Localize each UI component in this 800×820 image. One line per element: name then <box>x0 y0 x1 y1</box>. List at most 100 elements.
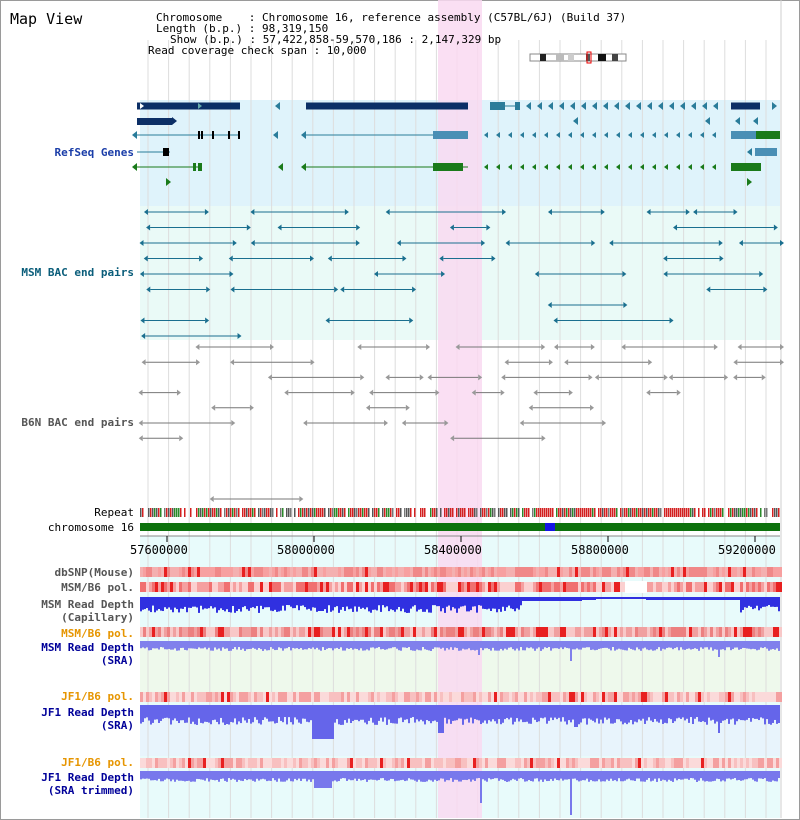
b6n-pair-end <box>360 374 365 381</box>
jf1-pol2-heat <box>173 758 176 768</box>
msm-pair-end <box>230 286 235 293</box>
msm-pol2-heat <box>551 627 554 637</box>
msm-pol2-heat <box>173 627 176 637</box>
jf1-trim-depth <box>182 771 184 781</box>
msm-sra-depth <box>256 641 258 650</box>
msm-sra-depth <box>770 641 772 650</box>
msm-pol-heat <box>206 582 209 592</box>
msm-capillary-depth <box>578 597 580 601</box>
jf1-sra-depth <box>748 705 750 718</box>
repeat-mark <box>708 508 710 517</box>
jf1-trim-depth <box>654 771 656 779</box>
track-label-b6n-bac[interactable]: B6N BAC end pairs <box>21 416 134 429</box>
dbsnp-heat <box>389 567 392 577</box>
jf1-sra-depth <box>398 705 400 719</box>
msm-sra-depth <box>506 641 508 650</box>
msm-capillary-depth <box>520 597 522 606</box>
jf1-pol-heat <box>281 692 284 702</box>
jf1-pol-heat <box>350 692 353 702</box>
msm-pol-heat <box>668 582 671 592</box>
msm-capillary-depth <box>776 597 778 607</box>
jf1-trim-depth <box>338 771 340 782</box>
jf1-sra-depth <box>334 705 336 723</box>
track-label-repeat: Repeat <box>94 506 134 519</box>
msm-pol-heat <box>266 582 269 592</box>
repeat-mark <box>176 508 178 517</box>
jf1-pol2-heat <box>524 758 527 768</box>
jf1-pol2-heat <box>257 758 260 768</box>
dbsnp-heat <box>212 567 215 577</box>
jf1-trim-depth <box>734 771 736 779</box>
jf1-sra-depth <box>552 705 554 721</box>
jf1-pol2-heat <box>554 758 557 768</box>
jf1-sra-depth <box>450 705 452 724</box>
dbsnp-heat <box>179 567 182 577</box>
jf1-pol-heat <box>707 692 710 702</box>
msm-capillary-depth <box>542 597 544 601</box>
jf1-trim-depth <box>610 771 612 779</box>
repeat-mark <box>614 508 616 517</box>
b6n-pair-end <box>737 344 742 350</box>
msm-capillary-depth <box>386 597 388 607</box>
jf1-pol-heat <box>251 692 254 702</box>
jf1-sra-depth <box>724 705 726 721</box>
dbsnp-heat <box>485 567 488 577</box>
gene-arrow <box>508 132 512 138</box>
jf1-pol-heat <box>245 692 248 702</box>
jf1-trim-depth <box>226 771 228 782</box>
jf1-sra-depth <box>458 705 460 719</box>
jf1-sra-depth <box>668 705 670 719</box>
dbsnp-heat <box>194 567 197 577</box>
ideogram-marker <box>586 51 592 64</box>
msm-pol-heat <box>659 582 662 592</box>
dbsnp-heat <box>263 567 266 577</box>
jf1-pol2-heat <box>647 758 650 768</box>
msm-sra-depth <box>736 641 738 648</box>
jf1-pol2-heat <box>449 758 452 768</box>
track-label-msm-bac[interactable]: MSM BAC end pairs <box>21 266 134 279</box>
jf1-pol2-heat <box>212 758 215 768</box>
b6n-pair-end <box>663 374 668 381</box>
track-label-refseq[interactable]: RefSeq Genes <box>54 146 134 159</box>
msm-sra-depth <box>348 641 350 649</box>
jf1-pol-heat <box>431 692 434 702</box>
msm-pol2-heat <box>623 627 626 637</box>
msm-capillary-depth <box>204 597 206 609</box>
msm-sra-depth <box>234 641 236 648</box>
msm-pol-heat <box>329 582 332 592</box>
msm-pol2-heat <box>236 627 239 637</box>
jf1-trim-depth <box>756 771 758 782</box>
jf1-trim-depth <box>620 771 622 782</box>
msm-sra-depth <box>708 641 710 650</box>
msm-sra-depth <box>558 641 560 649</box>
jf1-pol-heat <box>719 692 722 702</box>
repeat-mark <box>312 508 314 517</box>
repeat-mark <box>378 508 380 517</box>
msm-sra-depth <box>236 641 238 650</box>
repeat-mark <box>244 508 246 517</box>
jf1-pol2-heat <box>431 758 434 768</box>
msm-sra-depth <box>410 641 412 651</box>
msm-capillary-depth <box>264 597 266 608</box>
repeat-mark <box>216 508 218 517</box>
jf1-sra-depth <box>554 705 556 718</box>
msm-capillary-depth <box>392 597 394 611</box>
msm-sra-depth <box>668 641 670 648</box>
dbsnp-heat <box>572 567 575 577</box>
jf1-sra-depth <box>276 705 278 723</box>
msm-capillary-depth <box>362 597 364 608</box>
msm-pol-heat <box>347 582 350 592</box>
gene-arrow <box>592 132 596 138</box>
msm-capillary-depth <box>192 597 194 607</box>
repeat-mark <box>686 508 688 517</box>
jf1-pol-heat <box>584 692 587 702</box>
msm-capillary-depth <box>150 597 152 613</box>
jf1-trim-depth <box>712 771 714 782</box>
repeat-mark <box>702 508 704 517</box>
msm-capillary-depth <box>160 597 162 611</box>
jf1-pol-heat <box>479 692 482 702</box>
gene-block <box>137 102 240 110</box>
jf1-pol-heat <box>602 692 605 702</box>
msm-pol-heat <box>731 582 734 592</box>
